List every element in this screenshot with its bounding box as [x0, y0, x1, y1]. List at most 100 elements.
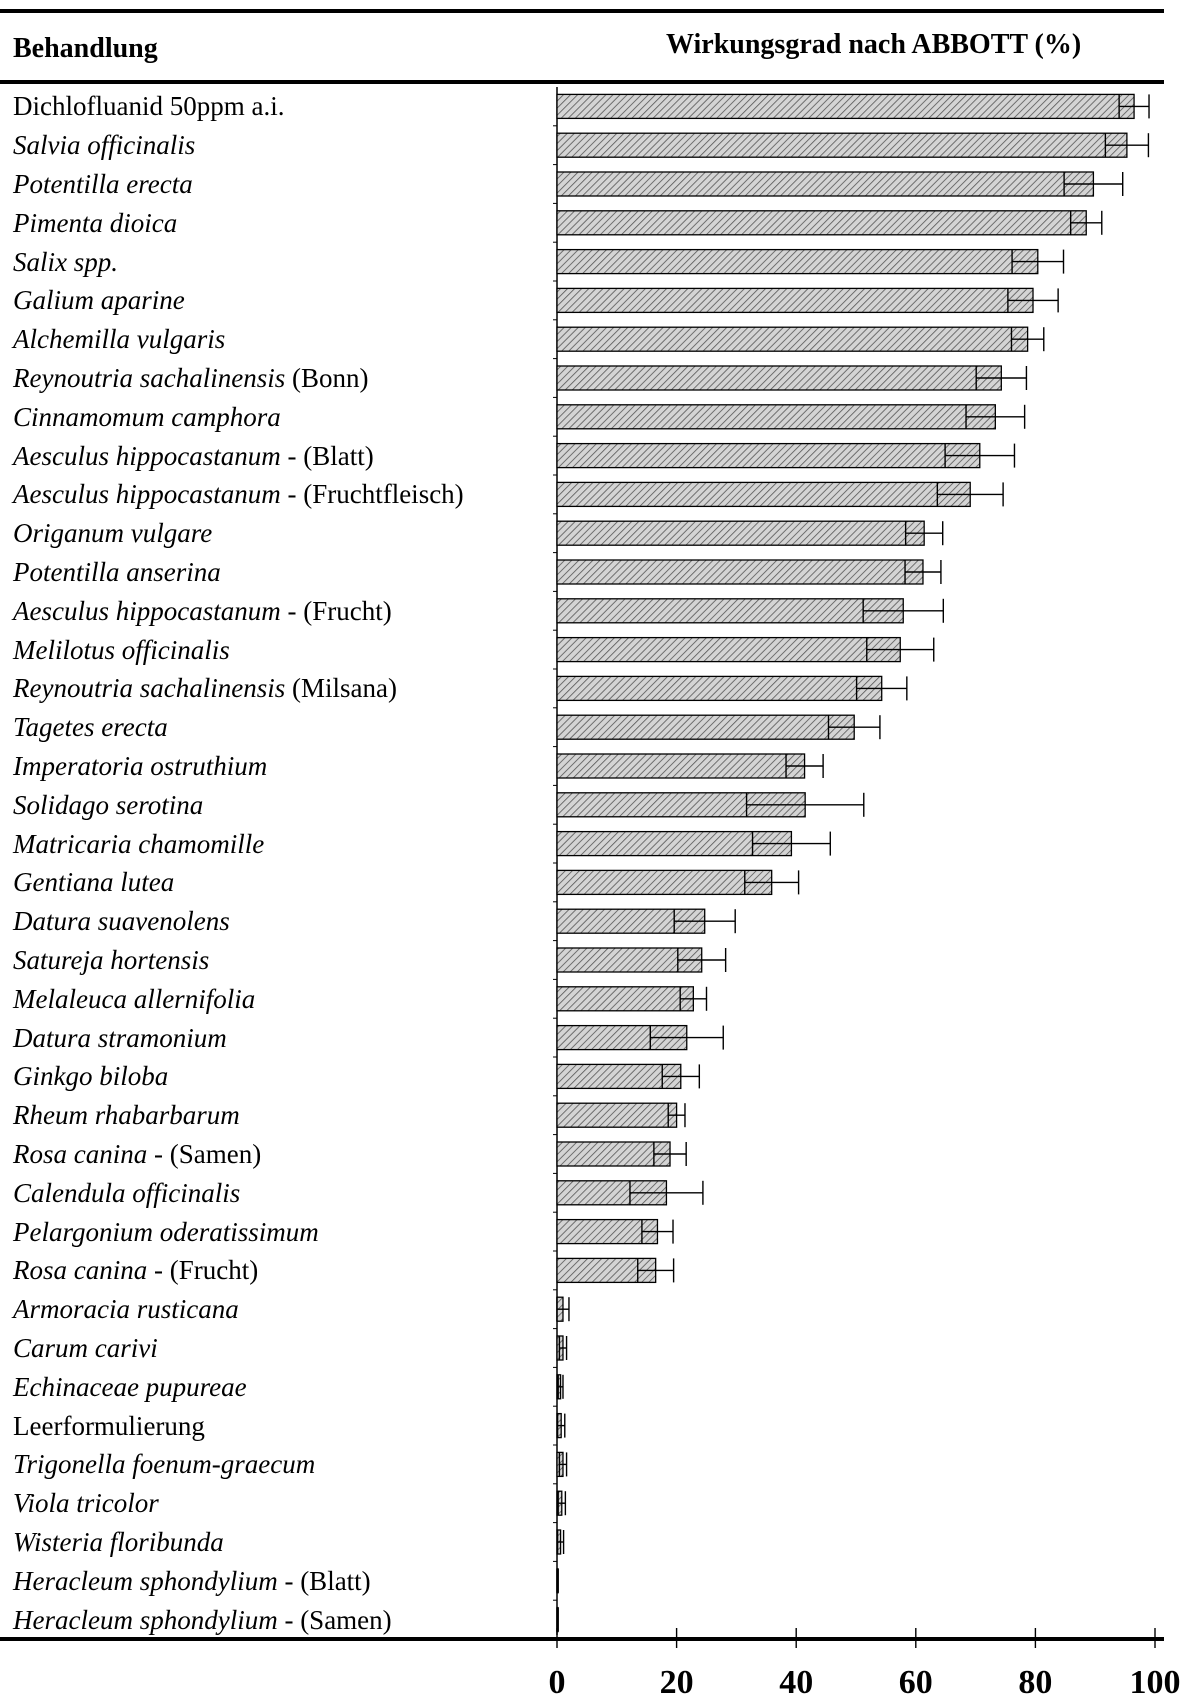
- species-name: Armoracia rusticana: [13, 1294, 239, 1325]
- species-name: Salix spp.: [13, 246, 118, 277]
- species-name: Origanum vulgare: [13, 518, 213, 549]
- bar: [556, 404, 996, 430]
- treatment-qualifier: Leerformulierung: [13, 1410, 205, 1441]
- species-name: Aesculus hippocastanum: [13, 595, 281, 626]
- bar: [556, 559, 924, 585]
- bottom-rule: [0, 1637, 1164, 1641]
- bar: [556, 598, 904, 624]
- treatment-label: Aesculus hippocastanum - (Fruchtfleisch): [13, 478, 464, 510]
- treatment-label: Potentilla erecta: [13, 168, 193, 200]
- header-rule: [0, 80, 1164, 84]
- bar: [556, 636, 901, 663]
- column-header-efficacy: Wirkungsgrad nach ABBOTT (%): [666, 29, 1082, 60]
- treatment-label: Potentilla anserina: [13, 556, 221, 588]
- treatment-label: Melilotus officinalis: [13, 634, 230, 666]
- bar: [556, 171, 1095, 197]
- treatment-qualifier: - (Blatt): [277, 1565, 371, 1596]
- treatment-qualifier: - (Blatt): [280, 440, 374, 471]
- treatment-qualifier: (Milsana): [285, 673, 397, 704]
- treatment-label: Gentiana lutea: [13, 866, 174, 898]
- species-name: Gentiana lutea: [13, 867, 175, 898]
- species-name: Datura stramonium: [13, 1022, 227, 1053]
- treatment-label: Pelargonium oderatissimum: [13, 1216, 319, 1248]
- treatment-label: Viola tricolor: [13, 1487, 159, 1519]
- bar: [556, 93, 1135, 120]
- treatment-label: Dichlofluanid 50ppm a.i.: [13, 90, 284, 122]
- species-name: Trigonella foenum-graecum: [13, 1449, 316, 1480]
- treatment-label: Salix spp.: [13, 246, 118, 278]
- bar: [556, 675, 883, 702]
- treatment-label: Reynoutria sachalinensis (Milsana): [13, 672, 397, 704]
- species-name: Galium aparine: [13, 285, 185, 316]
- bar: [556, 753, 806, 779]
- bar: [556, 520, 925, 546]
- treatment-label: Wisteria floribunda: [13, 1526, 224, 1558]
- species-name: Imperatoria ostruthium: [13, 751, 268, 781]
- treatment-label: Origanum vulgare: [13, 517, 212, 549]
- species-name: Melilotus officinalis: [13, 634, 230, 665]
- treatment-qualifier: - (Frucht): [280, 595, 392, 626]
- treatment-label: Leerformulierung: [13, 1410, 205, 1442]
- bar: [556, 1141, 671, 1167]
- treatment-label: Satureja hortensis: [13, 944, 209, 976]
- treatment-label: Datura suavenolens: [13, 905, 230, 937]
- species-name: Viola tricolor: [13, 1488, 159, 1519]
- species-name: Matricaria chamomille: [13, 828, 265, 859]
- species-name: Alchemilla vulgaris: [13, 324, 226, 355]
- species-name: Calendula officinalis: [13, 1177, 241, 1208]
- bar: [556, 326, 1029, 352]
- species-name: Pelargonium oderatissimum: [13, 1216, 319, 1247]
- treatment-label: Reynoutria sachalinensis (Bonn): [13, 362, 368, 394]
- treatment-label: Echinaceae pupureae: [13, 1371, 247, 1403]
- bar: [556, 986, 694, 1012]
- treatment-qualifier: - (Fruchtfleisch): [280, 479, 464, 510]
- treatment-label: Rheum rhabarbarum: [13, 1099, 240, 1131]
- treatment-label: Matricaria chamomille: [13, 828, 264, 860]
- species-name: Solidago serotina: [13, 789, 204, 820]
- treatment-label: Aesculus hippocastanum - (Frucht): [13, 595, 392, 627]
- species-name: Ginkgo biloba: [13, 1061, 169, 1092]
- species-name: Aesculus hippocastanum: [13, 440, 281, 471]
- species-name: Tagetes erecta: [13, 712, 168, 743]
- treatment-label: Trigonella foenum-graecum: [13, 1448, 315, 1480]
- treatment-label: Melaleuca allernifolia: [13, 983, 255, 1015]
- treatment-label: Tagetes erecta: [13, 711, 168, 743]
- bar: [556, 1102, 678, 1128]
- bar: [556, 714, 855, 740]
- bar: [556, 869, 773, 896]
- treatment-label: Armoracia rusticana: [13, 1293, 239, 1325]
- treatment-qualifier: - (Samen): [147, 1139, 262, 1169]
- species-name: Rosa canina: [13, 1139, 148, 1169]
- treatment-label: Pimenta dioica: [13, 207, 177, 239]
- species-name: Wisteria floribunda: [13, 1527, 224, 1557]
- treatment-label: Salvia officinalis: [13, 129, 195, 161]
- treatment-qualifier: (Bonn): [285, 363, 369, 393]
- species-name: Reynoutria sachalinensis: [13, 363, 286, 393]
- treatment-label: Alchemilla vulgaris: [13, 323, 225, 355]
- species-name: Pimenta dioica: [13, 207, 178, 238]
- treatment-label: Aesculus hippocastanum - (Blatt): [13, 440, 374, 472]
- x-tick-label: 100: [1130, 1664, 1181, 1699]
- species-name: Rheum rhabarbarum: [13, 1100, 240, 1131]
- treatment-label: Heracleum sphondylium - (Blatt): [13, 1565, 371, 1597]
- x-tick-label: 60: [899, 1664, 933, 1699]
- x-tick-label: 20: [660, 1664, 694, 1699]
- species-name: Cinnamomum camphora: [13, 401, 281, 432]
- species-name: Potentilla erecta: [13, 169, 193, 199]
- treatment-label: Galium aparine: [13, 284, 185, 316]
- treatment-label: Imperatoria ostruthium: [13, 750, 267, 782]
- species-name: Heracleum sphondylium: [13, 1565, 278, 1596]
- bar: [556, 287, 1034, 314]
- bar: [556, 210, 1087, 236]
- treatment-label: Solidago serotina: [13, 789, 203, 821]
- bar: [556, 1024, 688, 1051]
- treatment-qualifier: - (Samen): [277, 1604, 392, 1635]
- bar: [556, 481, 971, 508]
- treatment-label: Heracleum sphondylium - (Samen): [13, 1604, 392, 1636]
- bar: [556, 365, 1002, 391]
- column-header-treatment: Behandlung: [13, 33, 158, 64]
- species-name: Datura suavenolens: [13, 906, 230, 937]
- treatment-qualifier: - (Frucht): [147, 1255, 259, 1286]
